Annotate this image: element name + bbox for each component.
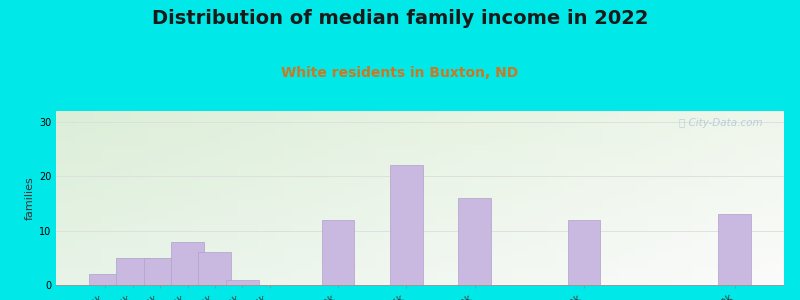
Bar: [89, 274, 122, 285]
Bar: [458, 198, 491, 285]
Text: ⓘ City-Data.com: ⓘ City-Data.com: [678, 118, 762, 128]
Bar: [322, 220, 354, 285]
Bar: [144, 258, 177, 285]
Bar: [718, 214, 751, 285]
Y-axis label: families: families: [25, 176, 34, 220]
Bar: [171, 242, 204, 285]
Text: White residents in Buxton, ND: White residents in Buxton, ND: [282, 66, 518, 80]
Bar: [226, 280, 258, 285]
Bar: [390, 165, 422, 285]
Bar: [198, 252, 231, 285]
Text: Distribution of median family income in 2022: Distribution of median family income in …: [152, 9, 648, 28]
Bar: [568, 220, 601, 285]
Bar: [117, 258, 150, 285]
